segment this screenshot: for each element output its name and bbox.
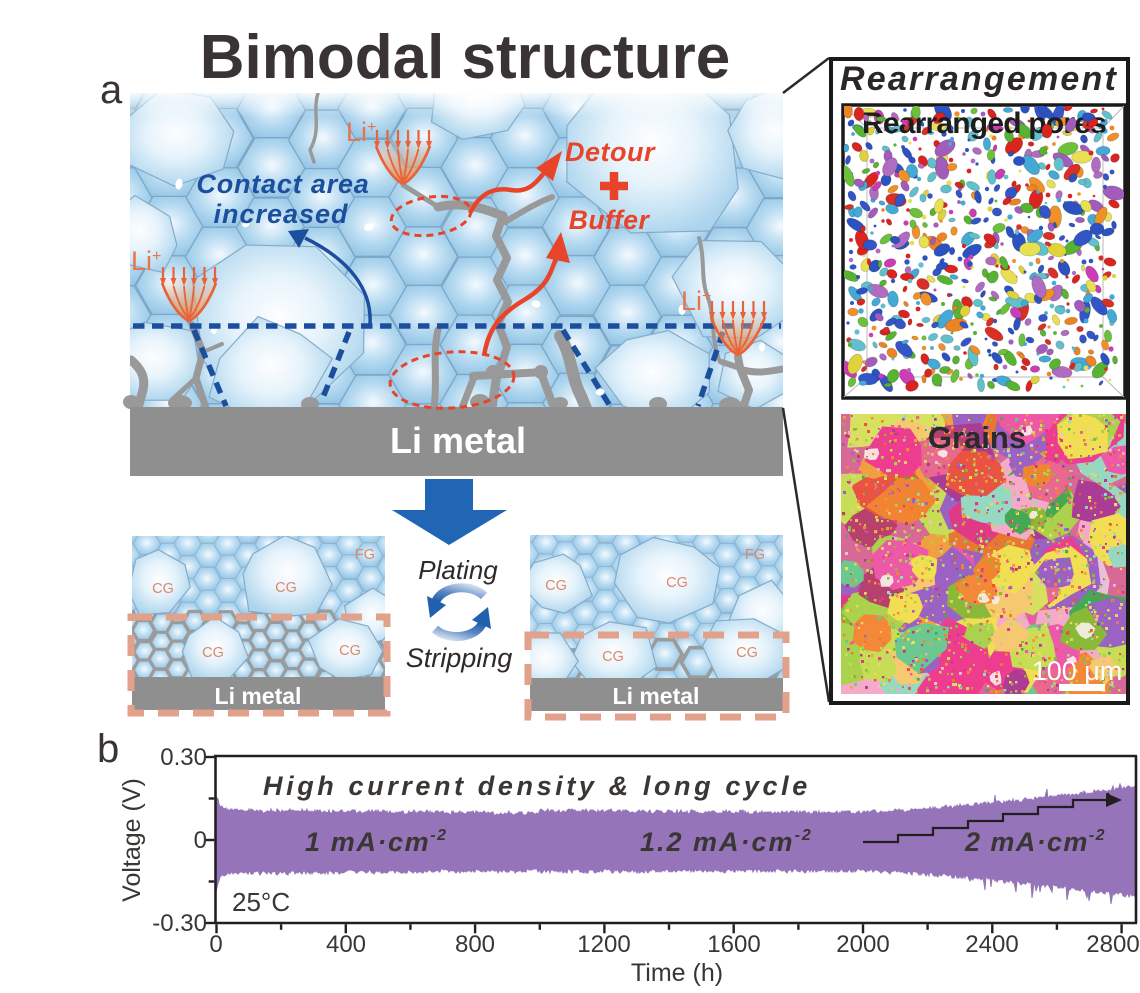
svg-text:High current density & long cy: High current density & long cycle [263, 771, 811, 801]
svg-text:Rearrangement: Rearrangement [840, 60, 1118, 98]
svg-text:CG: CG [275, 580, 297, 596]
svg-text:CG: CG [666, 575, 688, 591]
svg-text:Li+: Li+ [131, 246, 161, 276]
svg-text:400: 400 [326, 931, 366, 958]
svg-text:CG: CG [152, 581, 174, 597]
svg-text:Li metal: Li metal [215, 683, 302, 709]
svg-text:Stripping: Stripping [406, 643, 513, 673]
svg-text:Li metal: Li metal [613, 683, 700, 709]
svg-text:FG: FG [355, 547, 375, 563]
svg-text:increased: increased [213, 199, 348, 229]
svg-text:Voltage (V): Voltage (V) [118, 778, 146, 902]
svg-text:0: 0 [209, 931, 222, 958]
svg-text:CG: CG [202, 645, 224, 661]
svg-text:1600: 1600 [707, 931, 760, 958]
svg-text:25°C: 25°C [232, 887, 290, 917]
svg-text:-0.30: -0.30 [152, 910, 207, 937]
svg-text:CG: CG [339, 643, 361, 659]
svg-text:100 μm: 100 μm [1032, 656, 1123, 686]
svg-text:2 mA·cm-2: 2 mA·cm-2 [964, 827, 1106, 857]
svg-text:CG: CG [736, 645, 758, 661]
svg-text:2000: 2000 [836, 931, 889, 958]
svg-text:Buffer: Buffer [569, 205, 651, 235]
svg-text:1 mA·cm-2: 1 mA·cm-2 [305, 827, 448, 857]
svg-text:FG: FG [745, 547, 765, 563]
svg-text:Grains: Grains [928, 420, 1026, 455]
svg-text:800: 800 [455, 931, 495, 958]
svg-text:Detour: Detour [565, 137, 656, 167]
svg-text:CG: CG [602, 649, 624, 665]
svg-text:Li metal: Li metal [390, 420, 526, 461]
svg-text:Plating: Plating [418, 555, 498, 585]
svg-text:Time (h): Time (h) [631, 959, 723, 987]
svg-text:0: 0 [194, 827, 207, 854]
svg-text:b: b [97, 727, 119, 771]
svg-text:0.30: 0.30 [160, 744, 207, 771]
svg-text:1.2 mA·cm-2: 1.2 mA·cm-2 [640, 827, 813, 857]
svg-text:CG: CG [545, 578, 567, 594]
svg-text:Bimodal structure: Bimodal structure [200, 23, 731, 92]
svg-text:2800: 2800 [1086, 931, 1139, 958]
svg-text:2400: 2400 [965, 931, 1018, 958]
svg-text:a: a [100, 68, 123, 112]
svg-text:Contact area: Contact area [196, 169, 369, 199]
svg-text:1200: 1200 [577, 931, 630, 958]
